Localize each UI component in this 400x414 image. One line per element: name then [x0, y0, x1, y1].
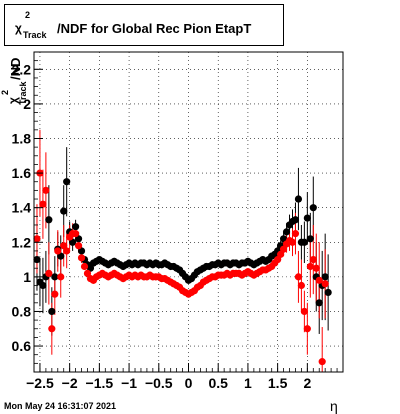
data-point-s1-91	[303, 325, 311, 333]
x-tick-label-5: 0	[185, 375, 193, 391]
x-tick-label-3: −1	[121, 375, 137, 391]
data-point-s1-6	[51, 290, 59, 298]
y-label-sub: Track	[18, 81, 28, 105]
data-point-s1-92	[306, 262, 314, 271]
data-point-s1-7	[54, 247, 62, 255]
x-tick-label-6: 0.5	[208, 375, 228, 391]
data-point-s0-88	[294, 195, 303, 203]
data-point-s0-5	[48, 307, 56, 316]
x-tick-label-7: 1	[244, 375, 252, 391]
data-point-s0-98	[324, 288, 332, 297]
data-point-s0-87	[291, 216, 300, 224]
x-tick-label-4: −0.5	[145, 375, 173, 391]
data-point-s1-2	[39, 200, 47, 208]
y-label-rest: /ND	[8, 57, 23, 80]
data-point-s1-0	[33, 235, 41, 243]
axis-ticks	[34, 60, 338, 372]
y-tick-label-2: 1	[23, 269, 31, 285]
data-point-s1-88	[294, 273, 303, 281]
chart-title: /NDF for Global Rec Pion EtapT	[57, 21, 252, 36]
y-tick-label-3: 1.2	[12, 234, 32, 250]
data-point-s0-9	[60, 207, 68, 215]
data-point-s0-4	[45, 216, 53, 224]
data-point-s0-2	[39, 281, 47, 290]
data-point-s1-95	[315, 276, 323, 284]
y-tick-label-8: 2.2	[12, 61, 32, 77]
data-point-s0-90	[300, 238, 308, 246]
y-tick-label-0: 0.6	[12, 338, 32, 354]
grid-lines	[34, 52, 343, 372]
y-tick-label-6: 1.8	[12, 130, 32, 146]
title-sub: Track	[23, 30, 47, 40]
data-point-s1-13	[71, 230, 80, 238]
data-point-s0-13	[71, 223, 80, 231]
data-point-s1-14	[74, 242, 83, 250]
data-points	[33, 169, 332, 366]
data-point-s1-4	[45, 269, 53, 278]
data-point-s0-84	[282, 228, 291, 236]
data-point-s0-97	[321, 273, 329, 281]
x-tick-label-1: −2	[62, 375, 78, 391]
y-tick-label-4: 1.4	[12, 200, 32, 216]
x-tick-label-8: 1.5	[268, 375, 288, 391]
data-point-s0-91	[303, 214, 311, 222]
y-label-sup: 2	[0, 89, 10, 95]
x-tick-label-9: 2	[303, 375, 311, 391]
title-chi: χ	[15, 21, 22, 35]
x-axis-label: η	[330, 398, 338, 414]
y-tick-labels: 0.6 0.8 1 1.2 1.4 1.6 1.8 2 2.2	[12, 61, 32, 354]
y-tick-label-1: 0.8	[12, 303, 32, 319]
data-point-s1-8	[57, 273, 65, 281]
data-point-s1-90	[300, 307, 308, 316]
x-tick-label-0: −2.5	[26, 375, 54, 391]
data-point-s1-5	[48, 325, 56, 333]
y-tick-label-5: 1.6	[12, 165, 32, 181]
x-tick-labels: −2.5 −2 −1.5 −1 −0.5 0 0.5 1 1.5 2	[26, 375, 311, 391]
data-point-s0-10	[63, 178, 71, 186]
data-point-s0-93	[309, 204, 317, 212]
chart-title-box: 2 χ Track /NDF for Global Rec Pion EtapT	[4, 4, 284, 46]
data-point-s1-97	[321, 280, 329, 288]
data-point-s0-92	[306, 235, 314, 243]
data-point-s1-93	[309, 255, 317, 264]
timestamp-footer: Mon May 24 16:31:07 2021	[4, 401, 117, 411]
data-point-s1-87	[291, 230, 300, 238]
data-point-s1-94	[312, 264, 320, 272]
title-sup: 2	[25, 10, 31, 20]
data-point-s1-10	[63, 247, 71, 255]
data-point-s1-89	[297, 281, 306, 290]
data-point-s0-6	[51, 273, 59, 281]
data-point-s0-95	[315, 299, 323, 307]
data-point-s1-15	[77, 254, 86, 262]
y-tick-label-7: 2	[23, 96, 31, 112]
data-point-s1-3	[42, 186, 50, 194]
data-point-s1-96	[318, 358, 326, 366]
data-point-s1-86	[288, 238, 297, 246]
data-point-s1-16	[80, 262, 89, 271]
x-tick-label-2: −1.5	[86, 375, 114, 391]
